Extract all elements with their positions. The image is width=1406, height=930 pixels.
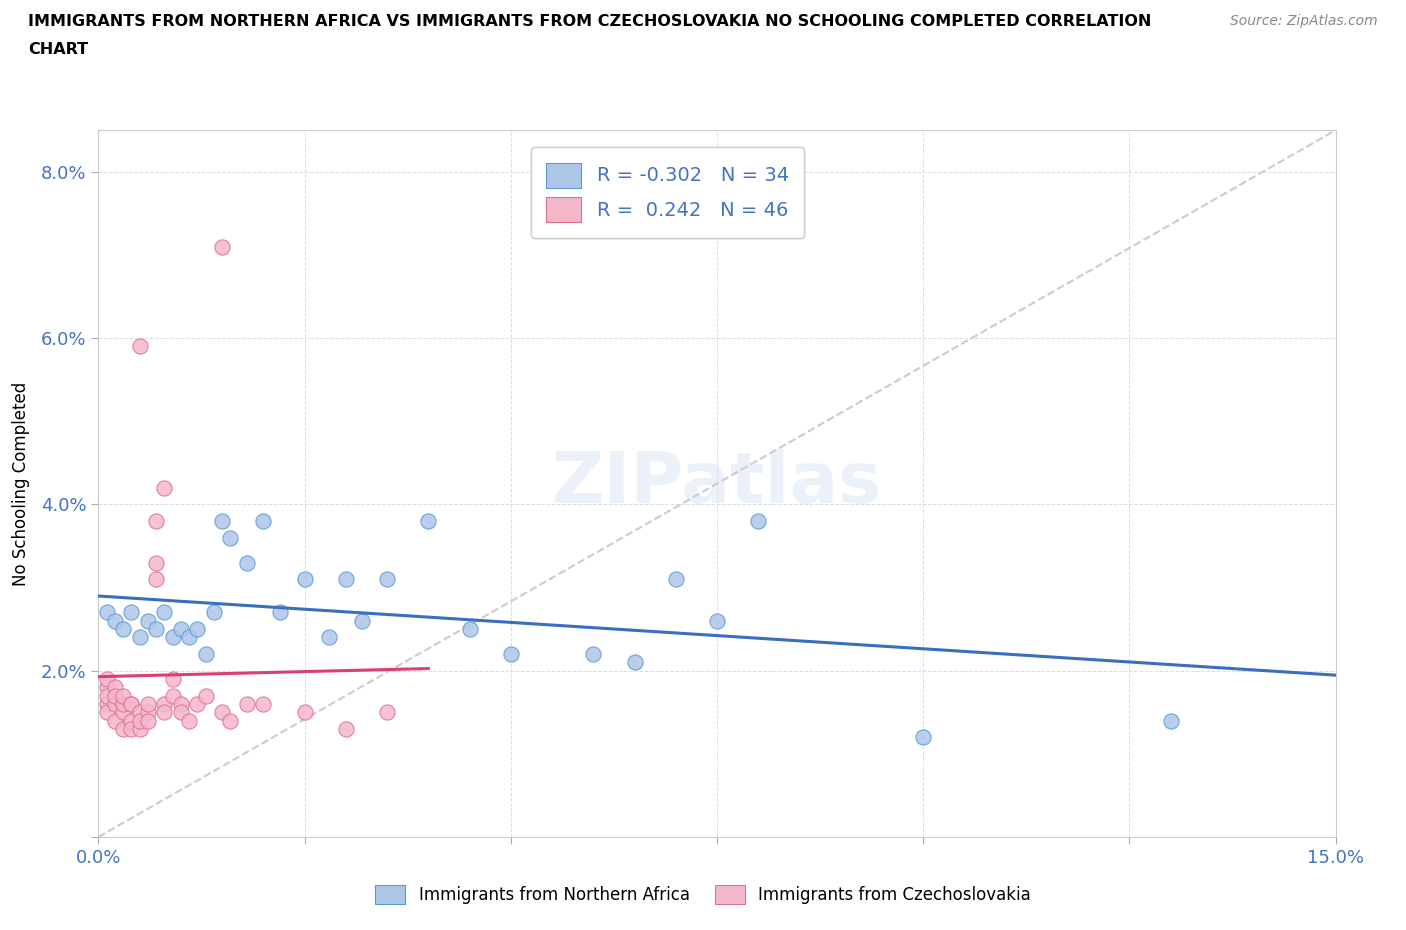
Point	[120, 713, 142, 728]
Point	[162, 671, 184, 686]
Point	[294, 572, 316, 587]
Point	[219, 530, 242, 545]
Point	[96, 605, 118, 620]
Point	[128, 713, 150, 728]
Point	[120, 697, 142, 711]
Point	[211, 239, 233, 254]
Text: ZIPatlas: ZIPatlas	[553, 449, 882, 518]
Point	[104, 713, 127, 728]
Point	[136, 697, 159, 711]
Point	[104, 688, 127, 703]
Point	[294, 705, 316, 720]
Point	[104, 680, 127, 695]
Point	[136, 713, 159, 728]
Point	[252, 513, 274, 528]
Point	[136, 705, 159, 720]
Point	[120, 722, 142, 737]
Point	[1160, 713, 1182, 728]
Point	[170, 697, 193, 711]
Point	[170, 705, 193, 720]
Point	[211, 513, 233, 528]
Y-axis label: No Schooling Completed: No Schooling Completed	[11, 381, 30, 586]
Point	[335, 722, 357, 737]
Point	[128, 339, 150, 353]
Point	[375, 572, 398, 587]
Point	[96, 697, 118, 711]
Point	[112, 621, 135, 636]
Point	[153, 605, 176, 620]
Point	[145, 555, 167, 570]
Point	[912, 730, 935, 745]
Point	[211, 705, 233, 720]
Point	[375, 705, 398, 720]
Point	[162, 688, 184, 703]
Point	[194, 646, 217, 661]
Point	[458, 621, 481, 636]
Point	[153, 705, 176, 720]
Text: IMMIGRANTS FROM NORTHERN AFRICA VS IMMIGRANTS FROM CZECHOSLOVAKIA NO SCHOOLING C: IMMIGRANTS FROM NORTHERN AFRICA VS IMMIG…	[28, 14, 1152, 29]
Legend: R = -0.302   N = 34, R =  0.242   N = 46: R = -0.302 N = 34, R = 0.242 N = 46	[530, 147, 804, 238]
Point	[335, 572, 357, 587]
Point	[747, 513, 769, 528]
Point	[582, 646, 605, 661]
Point	[352, 614, 374, 629]
Point	[236, 697, 259, 711]
Point	[623, 655, 645, 670]
Point	[499, 646, 522, 661]
Text: Source: ZipAtlas.com: Source: ZipAtlas.com	[1230, 14, 1378, 28]
Point	[153, 480, 176, 495]
Point	[252, 697, 274, 711]
Legend: Immigrants from Northern Africa, Immigrants from Czechoslovakia: Immigrants from Northern Africa, Immigra…	[367, 876, 1039, 912]
Point	[104, 697, 127, 711]
Point	[179, 713, 201, 728]
Point	[104, 614, 127, 629]
Point	[219, 713, 242, 728]
Point	[202, 605, 225, 620]
Point	[269, 605, 291, 620]
Point	[145, 513, 167, 528]
Point	[418, 513, 440, 528]
Point	[96, 688, 118, 703]
Point	[236, 555, 259, 570]
Point	[128, 722, 150, 737]
Point	[120, 697, 142, 711]
Point	[112, 697, 135, 711]
Point	[120, 605, 142, 620]
Point	[112, 688, 135, 703]
Point	[186, 621, 208, 636]
Point	[128, 705, 150, 720]
Point	[162, 630, 184, 644]
Point	[153, 697, 176, 711]
Point	[128, 630, 150, 644]
Point	[112, 705, 135, 720]
Point	[186, 697, 208, 711]
Point	[96, 680, 118, 695]
Point	[136, 614, 159, 629]
Point	[145, 621, 167, 636]
Text: CHART: CHART	[28, 42, 89, 57]
Point	[96, 705, 118, 720]
Point	[112, 697, 135, 711]
Point	[318, 630, 340, 644]
Point	[706, 614, 728, 629]
Point	[665, 572, 688, 587]
Point	[194, 688, 217, 703]
Point	[145, 572, 167, 587]
Point	[96, 671, 118, 686]
Point	[179, 630, 201, 644]
Point	[170, 621, 193, 636]
Point	[112, 722, 135, 737]
